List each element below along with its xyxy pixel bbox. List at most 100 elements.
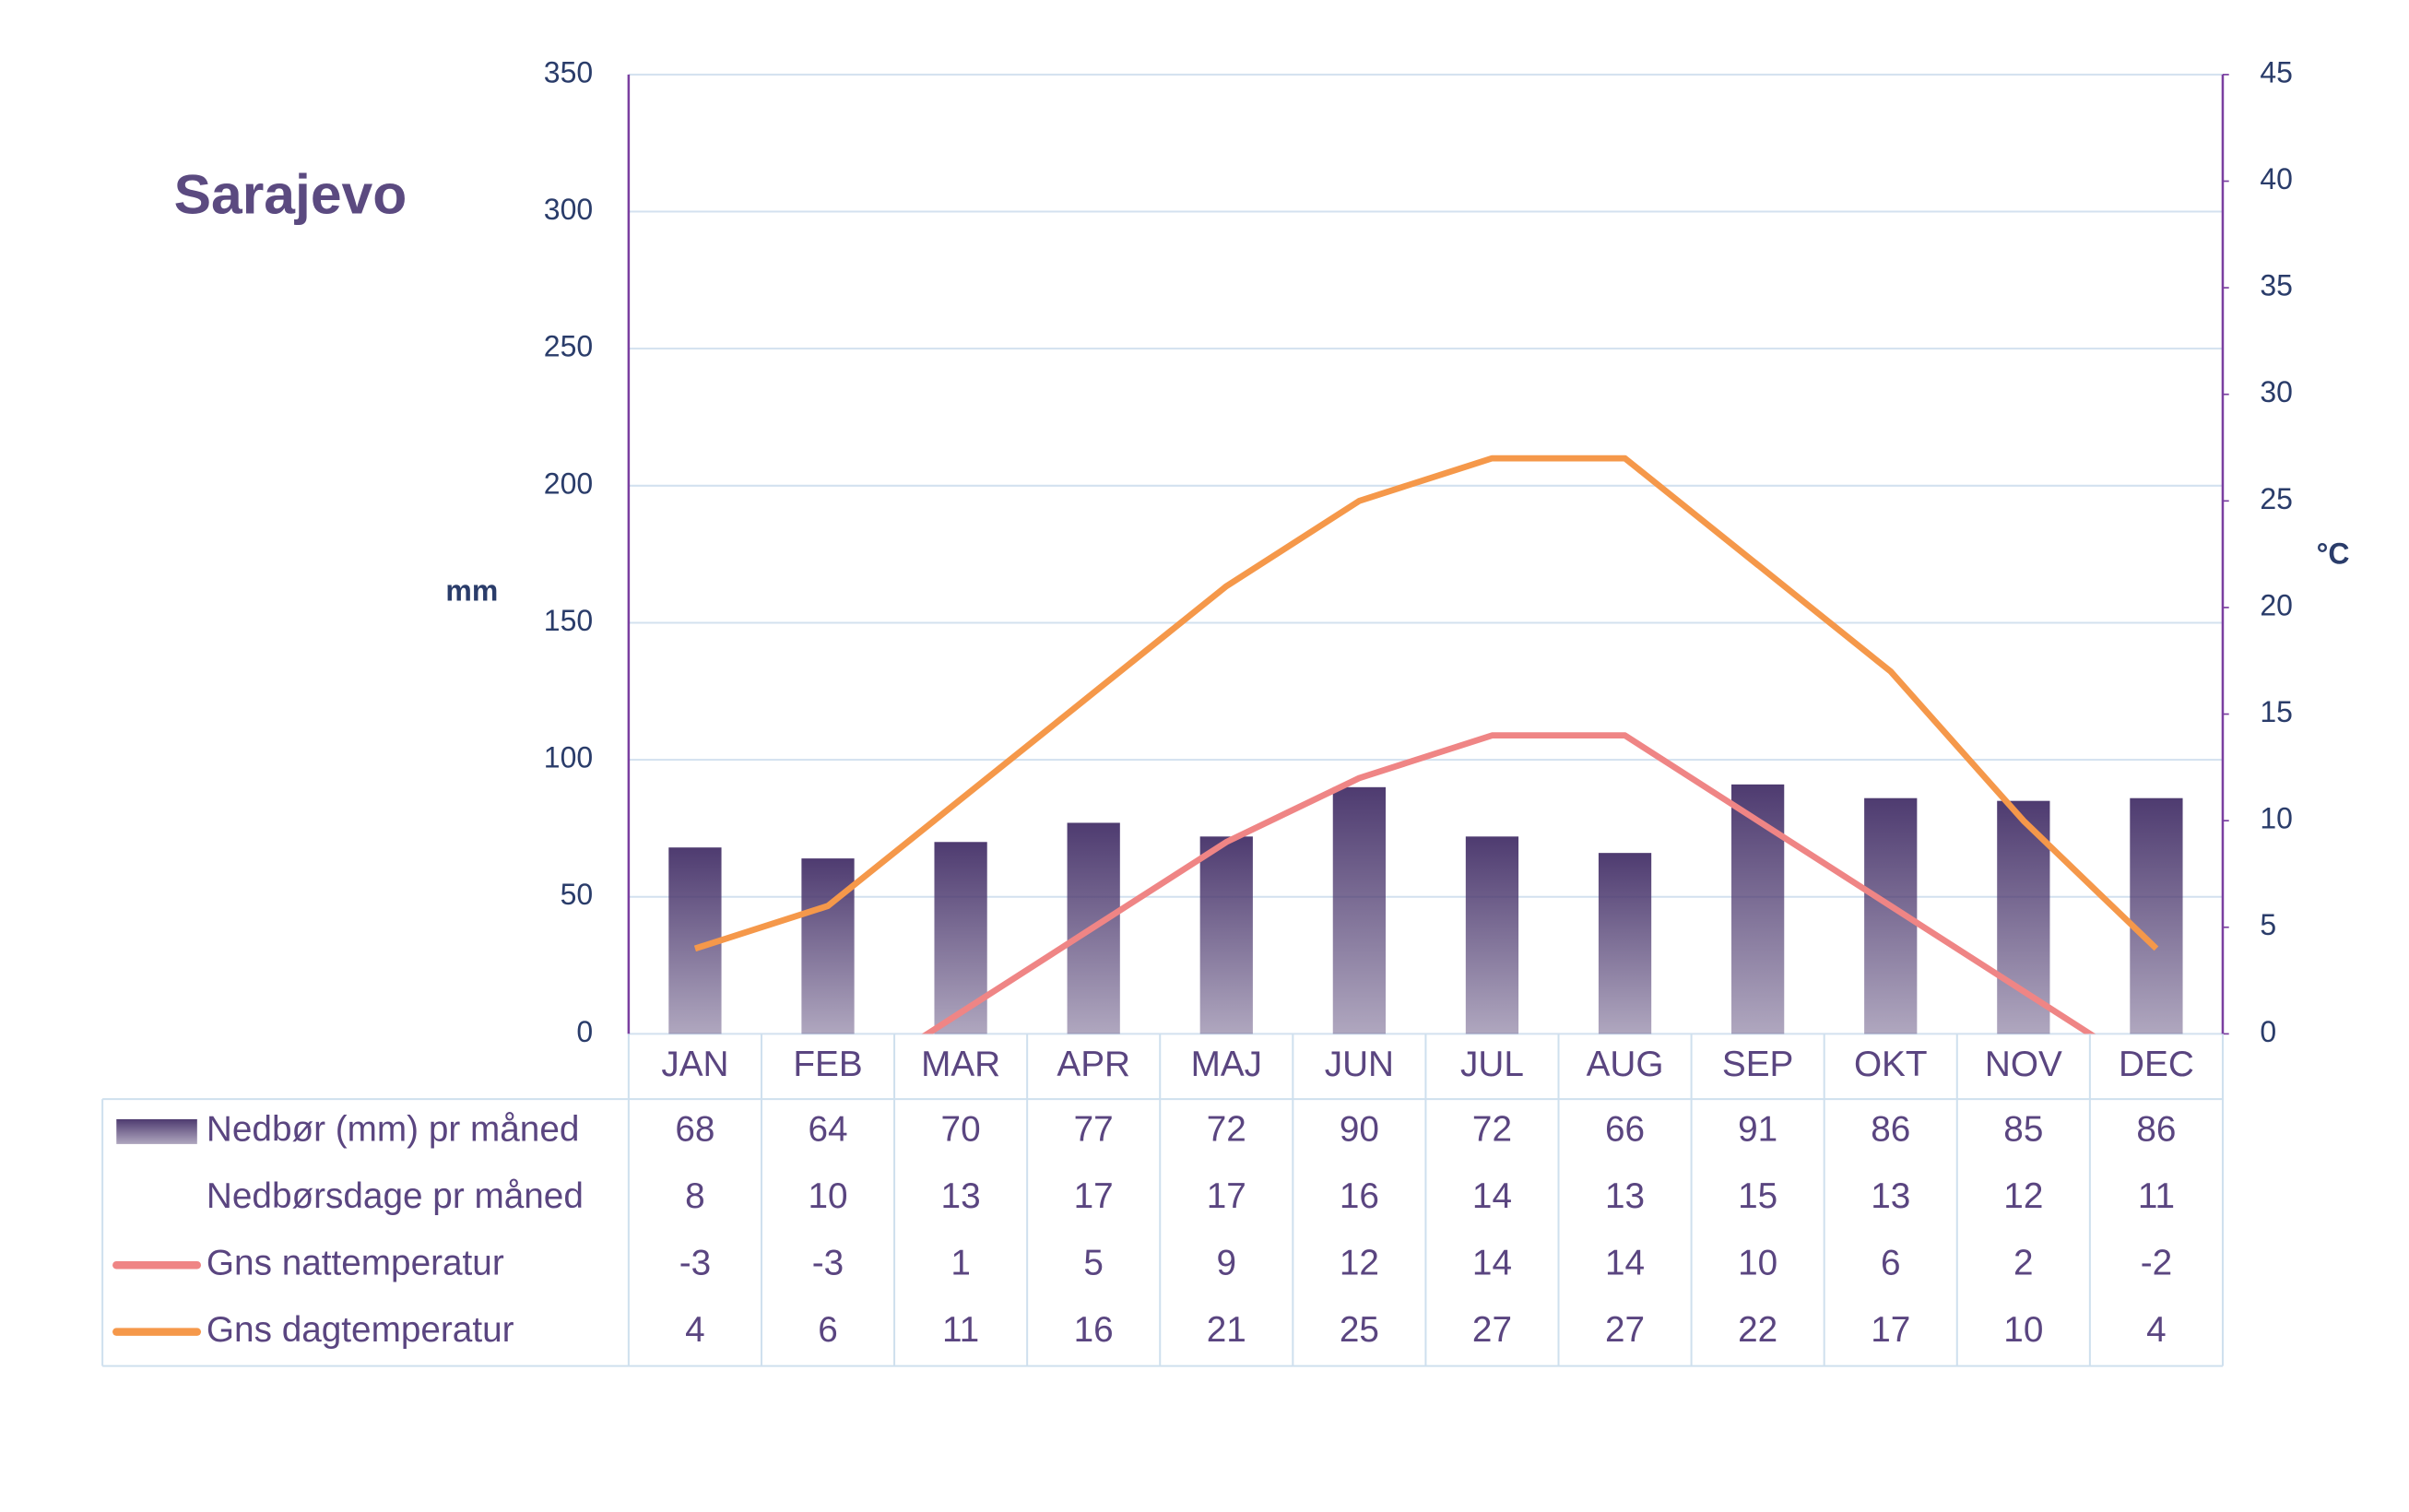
table-cell: 27: [1472, 1310, 1512, 1350]
table-cell: 91: [1738, 1110, 1777, 1150]
table-cell: 4: [685, 1310, 705, 1350]
x-tick-label: JAN: [661, 1045, 728, 1084]
chart-title: Sarajevo: [174, 163, 407, 226]
y2-tick-label: 45: [2260, 55, 2293, 89]
y2-tick-label: 40: [2260, 162, 2293, 195]
y-tick-label: 150: [544, 604, 593, 637]
bar: [801, 858, 855, 1034]
x-tick-label: FEB: [793, 1045, 862, 1084]
table-cell: 77: [1074, 1110, 1114, 1150]
y2-tick-label: 15: [2260, 695, 2293, 728]
x-tick-label: NOV: [1985, 1045, 2062, 1084]
x-tick-label: JUN: [1325, 1045, 1394, 1084]
table-cell: 22: [1738, 1310, 1777, 1350]
table-cell: 10: [2003, 1310, 2043, 1350]
table-cell: -3: [812, 1243, 844, 1282]
y2-tick-label: 25: [2260, 482, 2293, 515]
table-cell: 14: [1472, 1243, 1512, 1282]
data-table: JAN FEB MAR APR MAJ JUN JUL AUG SEP OKT NOV DEC Nedb…: [101, 1034, 2224, 1367]
table-cell: 9: [1217, 1243, 1237, 1282]
table-cell: 17: [1074, 1176, 1114, 1216]
table-cell: 72: [1207, 1110, 1246, 1150]
y-axis-label: mm: [445, 574, 498, 608]
legend-label: Gns nattemperatur: [207, 1243, 504, 1282]
legend-label: Gns dagtemperatur: [207, 1310, 514, 1350]
line: [693, 455, 2159, 952]
x-tick-label: MAJ: [1191, 1045, 1262, 1084]
table-cell: 27: [1605, 1310, 1645, 1350]
x-tick-label: MAR: [921, 1045, 1000, 1084]
y-tick-label: 200: [544, 467, 593, 500]
bars: [668, 784, 2183, 1034]
table-cell: 15: [1738, 1176, 1777, 1216]
table-cell: 86: [1871, 1110, 1910, 1150]
x-tick-label: DEC: [2119, 1045, 2194, 1084]
table-cell: 14: [1472, 1176, 1512, 1216]
table-cell: 2: [2013, 1243, 2034, 1282]
axes: [627, 74, 2225, 1034]
bar: [1199, 836, 1253, 1034]
table-cell: 68: [675, 1110, 714, 1150]
y2-tick-label: 0: [2260, 1015, 2276, 1048]
y-tick-label: 100: [544, 741, 593, 774]
bar: [1465, 836, 1519, 1034]
y-tick-label: 0: [576, 1015, 593, 1048]
table-cell: -2: [2141, 1243, 2172, 1282]
table-cell: 72: [1472, 1110, 1512, 1150]
y2-tick-label: 10: [2260, 802, 2293, 835]
table-cell: 13: [941, 1176, 981, 1216]
y-tick-label: 250: [544, 330, 593, 363]
bar: [2130, 797, 2183, 1034]
x-tick-label: AUG: [1587, 1045, 1664, 1084]
y2-tick-label: 35: [2260, 269, 2293, 302]
y-tick-label: 300: [544, 193, 593, 226]
y2-tick-label: 30: [2260, 375, 2293, 408]
legend-label: Nedbørsdage pr måned: [207, 1176, 584, 1216]
table-cell: 13: [1871, 1176, 1910, 1216]
table-cell: 6: [818, 1310, 838, 1350]
table-cell: 85: [2003, 1110, 2043, 1150]
y2-tick-label: 20: [2260, 588, 2293, 621]
table-cell: 64: [808, 1110, 847, 1150]
table-cell: 11: [942, 1310, 979, 1350]
table-cell: 11: [2138, 1176, 2175, 1216]
table-cell: 86: [2136, 1110, 2176, 1150]
y-tick-label: 50: [561, 878, 594, 911]
bar: [1598, 853, 1652, 1034]
table-cell: 5: [1083, 1243, 1104, 1282]
table-cell: 10: [808, 1176, 847, 1216]
table-cell: 25: [1340, 1310, 1379, 1350]
table-cell: 14: [1605, 1243, 1645, 1282]
table-cell: 70: [941, 1110, 981, 1150]
table-cell: 66: [1605, 1110, 1645, 1150]
table-cell: 8: [685, 1176, 705, 1216]
y2-axis-label: °C: [2317, 537, 2350, 570]
legend-swatch: [116, 1118, 197, 1144]
table-cell: 13: [1605, 1176, 1645, 1216]
table-cell: 16: [1074, 1310, 1114, 1350]
table-cell: 12: [2003, 1176, 2043, 1216]
x-tick-label: OKT: [1854, 1045, 1928, 1084]
table-cell: 90: [1340, 1110, 1379, 1150]
table-cell: 6: [1881, 1243, 1901, 1282]
table-cell: 16: [1340, 1176, 1379, 1216]
lines: [693, 455, 2159, 1034]
y-tick-label: 350: [544, 55, 593, 89]
x-tick-label: APR: [1057, 1045, 1130, 1084]
legend-label: Nedbør (mm) pr måned: [207, 1110, 580, 1150]
line: [921, 732, 2096, 1034]
bar: [1332, 786, 1386, 1034]
table-cell: 4: [2146, 1310, 2167, 1350]
table-cell: 17: [1207, 1176, 1246, 1216]
x-tick-label: JUL: [1460, 1045, 1524, 1084]
table-cell: 17: [1871, 1310, 1910, 1350]
table-cell: 21: [1207, 1310, 1246, 1350]
table-cell: 12: [1340, 1243, 1379, 1282]
table-cell: 1: [951, 1243, 971, 1282]
x-tick-label: SEP: [1722, 1045, 1793, 1084]
bar: [934, 842, 987, 1034]
table-cell: -3: [679, 1243, 711, 1282]
table-cell: 10: [1738, 1243, 1777, 1282]
